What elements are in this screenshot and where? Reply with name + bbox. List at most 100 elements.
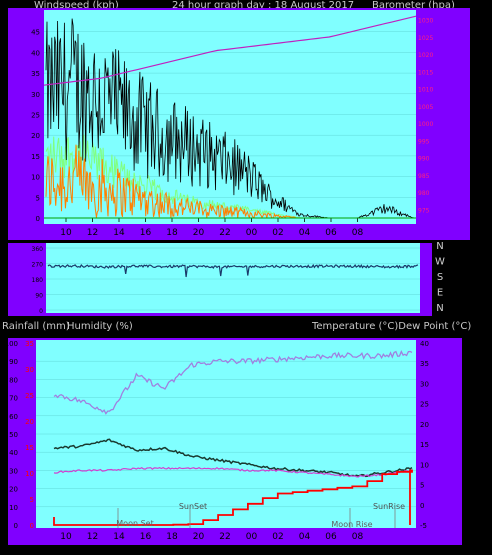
barometer-axis-title: Barometer (hpa): [372, 0, 455, 11]
barometer-tick-label: 1030: [418, 18, 433, 25]
windspeed-tick-label: 25: [31, 112, 40, 120]
barometer-tick-label: 975: [418, 207, 430, 214]
graph-title: 24 hour graph day : 18 August 2017: [172, 0, 355, 11]
humidity-tick-label: 80: [9, 376, 18, 384]
humidity-tick-label: 70: [9, 395, 18, 403]
rainfall-tick-label: 5: [30, 496, 34, 504]
temperature-tick-label: 20: [420, 421, 429, 429]
x-tick-label: 12: [87, 228, 98, 238]
temperature-tick-label: 10: [420, 461, 429, 469]
sunrise-label: SunRise: [373, 502, 405, 511]
x-tick-label: 02: [272, 532, 283, 542]
direction-tick-label: 270: [32, 262, 44, 269]
barometer-tick-label: 1010: [418, 87, 433, 94]
windspeed-tick-label: 15: [31, 153, 40, 161]
compass-label: N: [436, 303, 443, 314]
windspeed-tick-label: 5: [36, 194, 40, 202]
x-tick-label: 10: [60, 228, 72, 238]
x-tick-label: 22: [219, 532, 230, 542]
x-tick-label: 16: [140, 532, 152, 542]
direction-tick-label: 180: [32, 277, 44, 284]
sunset-label: SunSet: [179, 502, 207, 511]
temperature-tick-label: 5: [420, 482, 424, 490]
temperature-tick-label: 0: [420, 502, 424, 510]
rainfall-tick-label: 15: [25, 444, 34, 452]
wind-direction-series: [47, 263, 419, 278]
humidity-tick-label: 100: [5, 340, 18, 348]
windspeed-tick-label: 10: [31, 174, 40, 182]
x-tick-label: 08: [352, 532, 364, 542]
rainfall-tick-label: 35: [25, 340, 34, 348]
rainfall-axis-title: Rainfall (mm): [2, 321, 70, 332]
x-tick-label: 10: [60, 532, 72, 542]
direction-tick-label: 90: [35, 293, 43, 300]
temperature-tick-label: 25: [420, 401, 429, 409]
humidity-tick-label: 30: [9, 467, 18, 475]
x-tick-label: 00: [246, 532, 258, 542]
x-tick-label: 20: [193, 532, 205, 542]
x-tick-label: 14: [113, 532, 125, 542]
barometer-tick-label: 980: [418, 190, 430, 197]
x-tick-label: 06: [325, 228, 337, 238]
x-tick-label: 22: [219, 228, 230, 238]
moonrise-label: Moon Rise: [331, 520, 372, 529]
rainfall-series: [53, 469, 413, 526]
x-tick-label: 02: [272, 228, 283, 238]
barometer-tick-label: 1020: [418, 52, 433, 59]
x-tick-label: 16: [140, 228, 152, 238]
windspeed-tick-label: 35: [31, 70, 40, 78]
x-tick-label: 00: [246, 228, 258, 238]
direction-plot-area: [46, 243, 420, 313]
rainfall-tick-label: 0: [30, 522, 34, 530]
windspeed-axis-title: Windspeed (kph): [34, 0, 119, 11]
direction-tick-label: 360: [32, 246, 44, 253]
barometer-tick-label: 1005: [418, 104, 433, 111]
humidity-series: [53, 350, 413, 415]
compass-label: E: [437, 288, 443, 299]
barometer-tick-label: 985: [418, 173, 430, 180]
windspeed-tick-label: 20: [31, 132, 40, 140]
humidity-tick-label: 90: [9, 358, 18, 366]
temperature-tick-label: 30: [420, 380, 429, 388]
moonset-label: Moon Set: [116, 519, 153, 528]
barometer-tick-label: 1015: [418, 69, 433, 76]
compass-label: N: [436, 241, 443, 252]
compass-label: S: [437, 272, 443, 283]
rainfall-tick-label: 10: [25, 470, 34, 478]
windspeed-tick-label: 0: [36, 215, 40, 223]
humidity-axis-title: Humidity (%): [67, 321, 133, 332]
direction-tick-label: 0: [39, 308, 43, 315]
humidity-tick-label: 10: [9, 504, 18, 512]
x-tick-label: 12: [87, 532, 98, 542]
barometer-tick-label: 1000: [418, 121, 433, 128]
dewpoint-series: [53, 466, 413, 478]
x-tick-label: 08: [352, 228, 364, 238]
humidity-tick-label: 20: [9, 486, 18, 494]
temperature-tick-label: 40: [420, 340, 429, 348]
x-tick-label: 14: [113, 228, 125, 238]
humidity-tick-label: 40: [9, 449, 18, 457]
barometer-tick-label: 990: [418, 156, 430, 163]
x-tick-label: 18: [166, 532, 178, 542]
windspeed-tick-label: 30: [31, 91, 40, 99]
temperature-tick-label: 15: [420, 441, 429, 449]
temperature-tick-label: -5: [420, 522, 427, 530]
humidity-tick-label: 50: [9, 431, 18, 439]
rainfall-tick-label: 25: [25, 392, 34, 400]
windspeed-tick-label: 40: [31, 49, 40, 57]
humidity-tick-label: 60: [9, 413, 18, 421]
compass-label: W: [435, 257, 445, 268]
x-tick-label: 20: [193, 228, 205, 238]
rainfall-tick-label: 30: [25, 366, 34, 374]
rainfall-tick-label: 20: [25, 418, 34, 426]
barometer-tick-label: 995: [418, 138, 430, 145]
x-tick-label: 04: [299, 532, 311, 542]
x-tick-label: 18: [166, 228, 178, 238]
temperature-tick-label: 35: [420, 360, 429, 368]
barometer-tick-label: 1025: [418, 35, 433, 42]
x-tick-label: 06: [325, 532, 337, 542]
x-tick-label: 04: [299, 228, 311, 238]
temperature-axis-title: Temperature (°C)Dew Point (°C): [312, 321, 472, 332]
